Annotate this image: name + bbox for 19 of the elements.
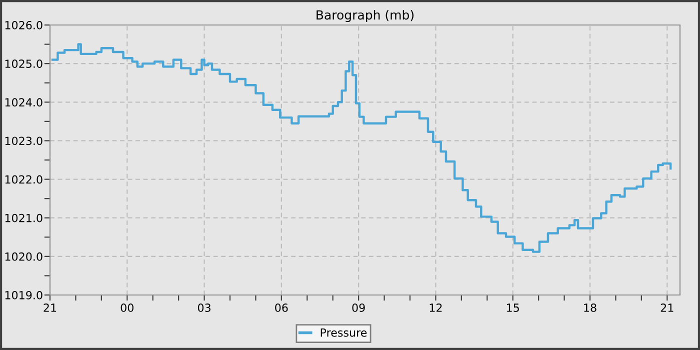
y-tick-label: 1026.0 <box>5 20 42 30</box>
y-tick-label: 1019.0 <box>5 290 42 300</box>
y-tick-label: 1020.0 <box>5 252 42 261</box>
x-tick-label: 21 <box>660 304 674 312</box>
x-tick-label: 06 <box>275 304 288 312</box>
y-tick-label: 1023.0 <box>5 136 42 146</box>
x-tick-label: 09 <box>352 304 365 312</box>
x-tick-label: 00 <box>120 304 134 312</box>
y-tick-label: 1025.0 <box>5 60 42 68</box>
x-tick-label: 15 <box>507 304 519 312</box>
legend-label: Pressure <box>320 328 367 337</box>
x-tick-label: 12 <box>430 304 442 312</box>
y-tick-label: 1022.0 <box>5 175 42 184</box>
chart-title: Barograph (mb) <box>316 10 414 22</box>
x-tick-label: 03 <box>198 304 210 312</box>
x-tick-label: 18 <box>584 304 596 312</box>
x-tick-label: 21 <box>44 304 56 312</box>
y-tick-label: 1024.0 <box>5 98 42 107</box>
y-tick-label: 1021.0 <box>5 214 42 222</box>
